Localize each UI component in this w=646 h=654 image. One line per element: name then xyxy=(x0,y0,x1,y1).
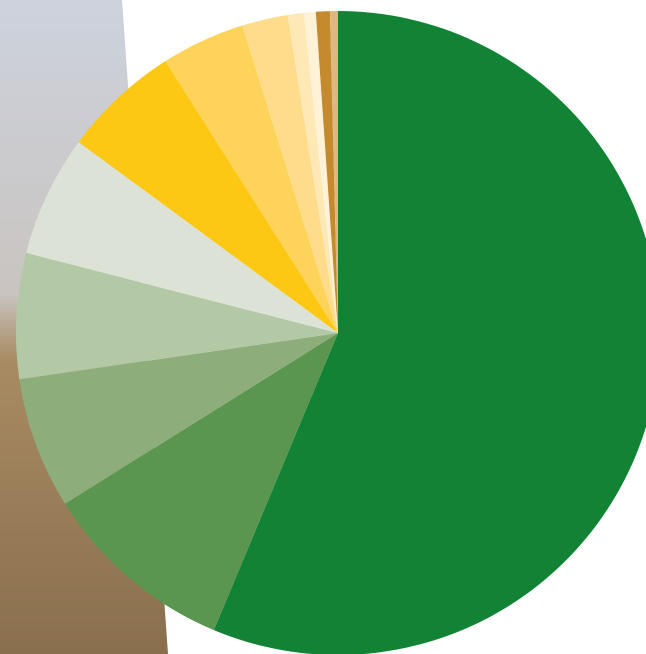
pie-slice xyxy=(65,333,339,631)
pie-slice xyxy=(78,61,339,334)
pie-slice xyxy=(315,11,338,334)
pie-slice xyxy=(15,252,338,380)
pie xyxy=(15,11,646,654)
pie-slice xyxy=(242,14,338,333)
pie-slice xyxy=(19,333,339,504)
pie-slice xyxy=(165,25,338,333)
pie-slice xyxy=(213,11,646,654)
pie-slice xyxy=(287,12,338,334)
pie-slice xyxy=(329,11,338,333)
pie-slice xyxy=(303,11,338,334)
pie-slice xyxy=(26,142,339,333)
